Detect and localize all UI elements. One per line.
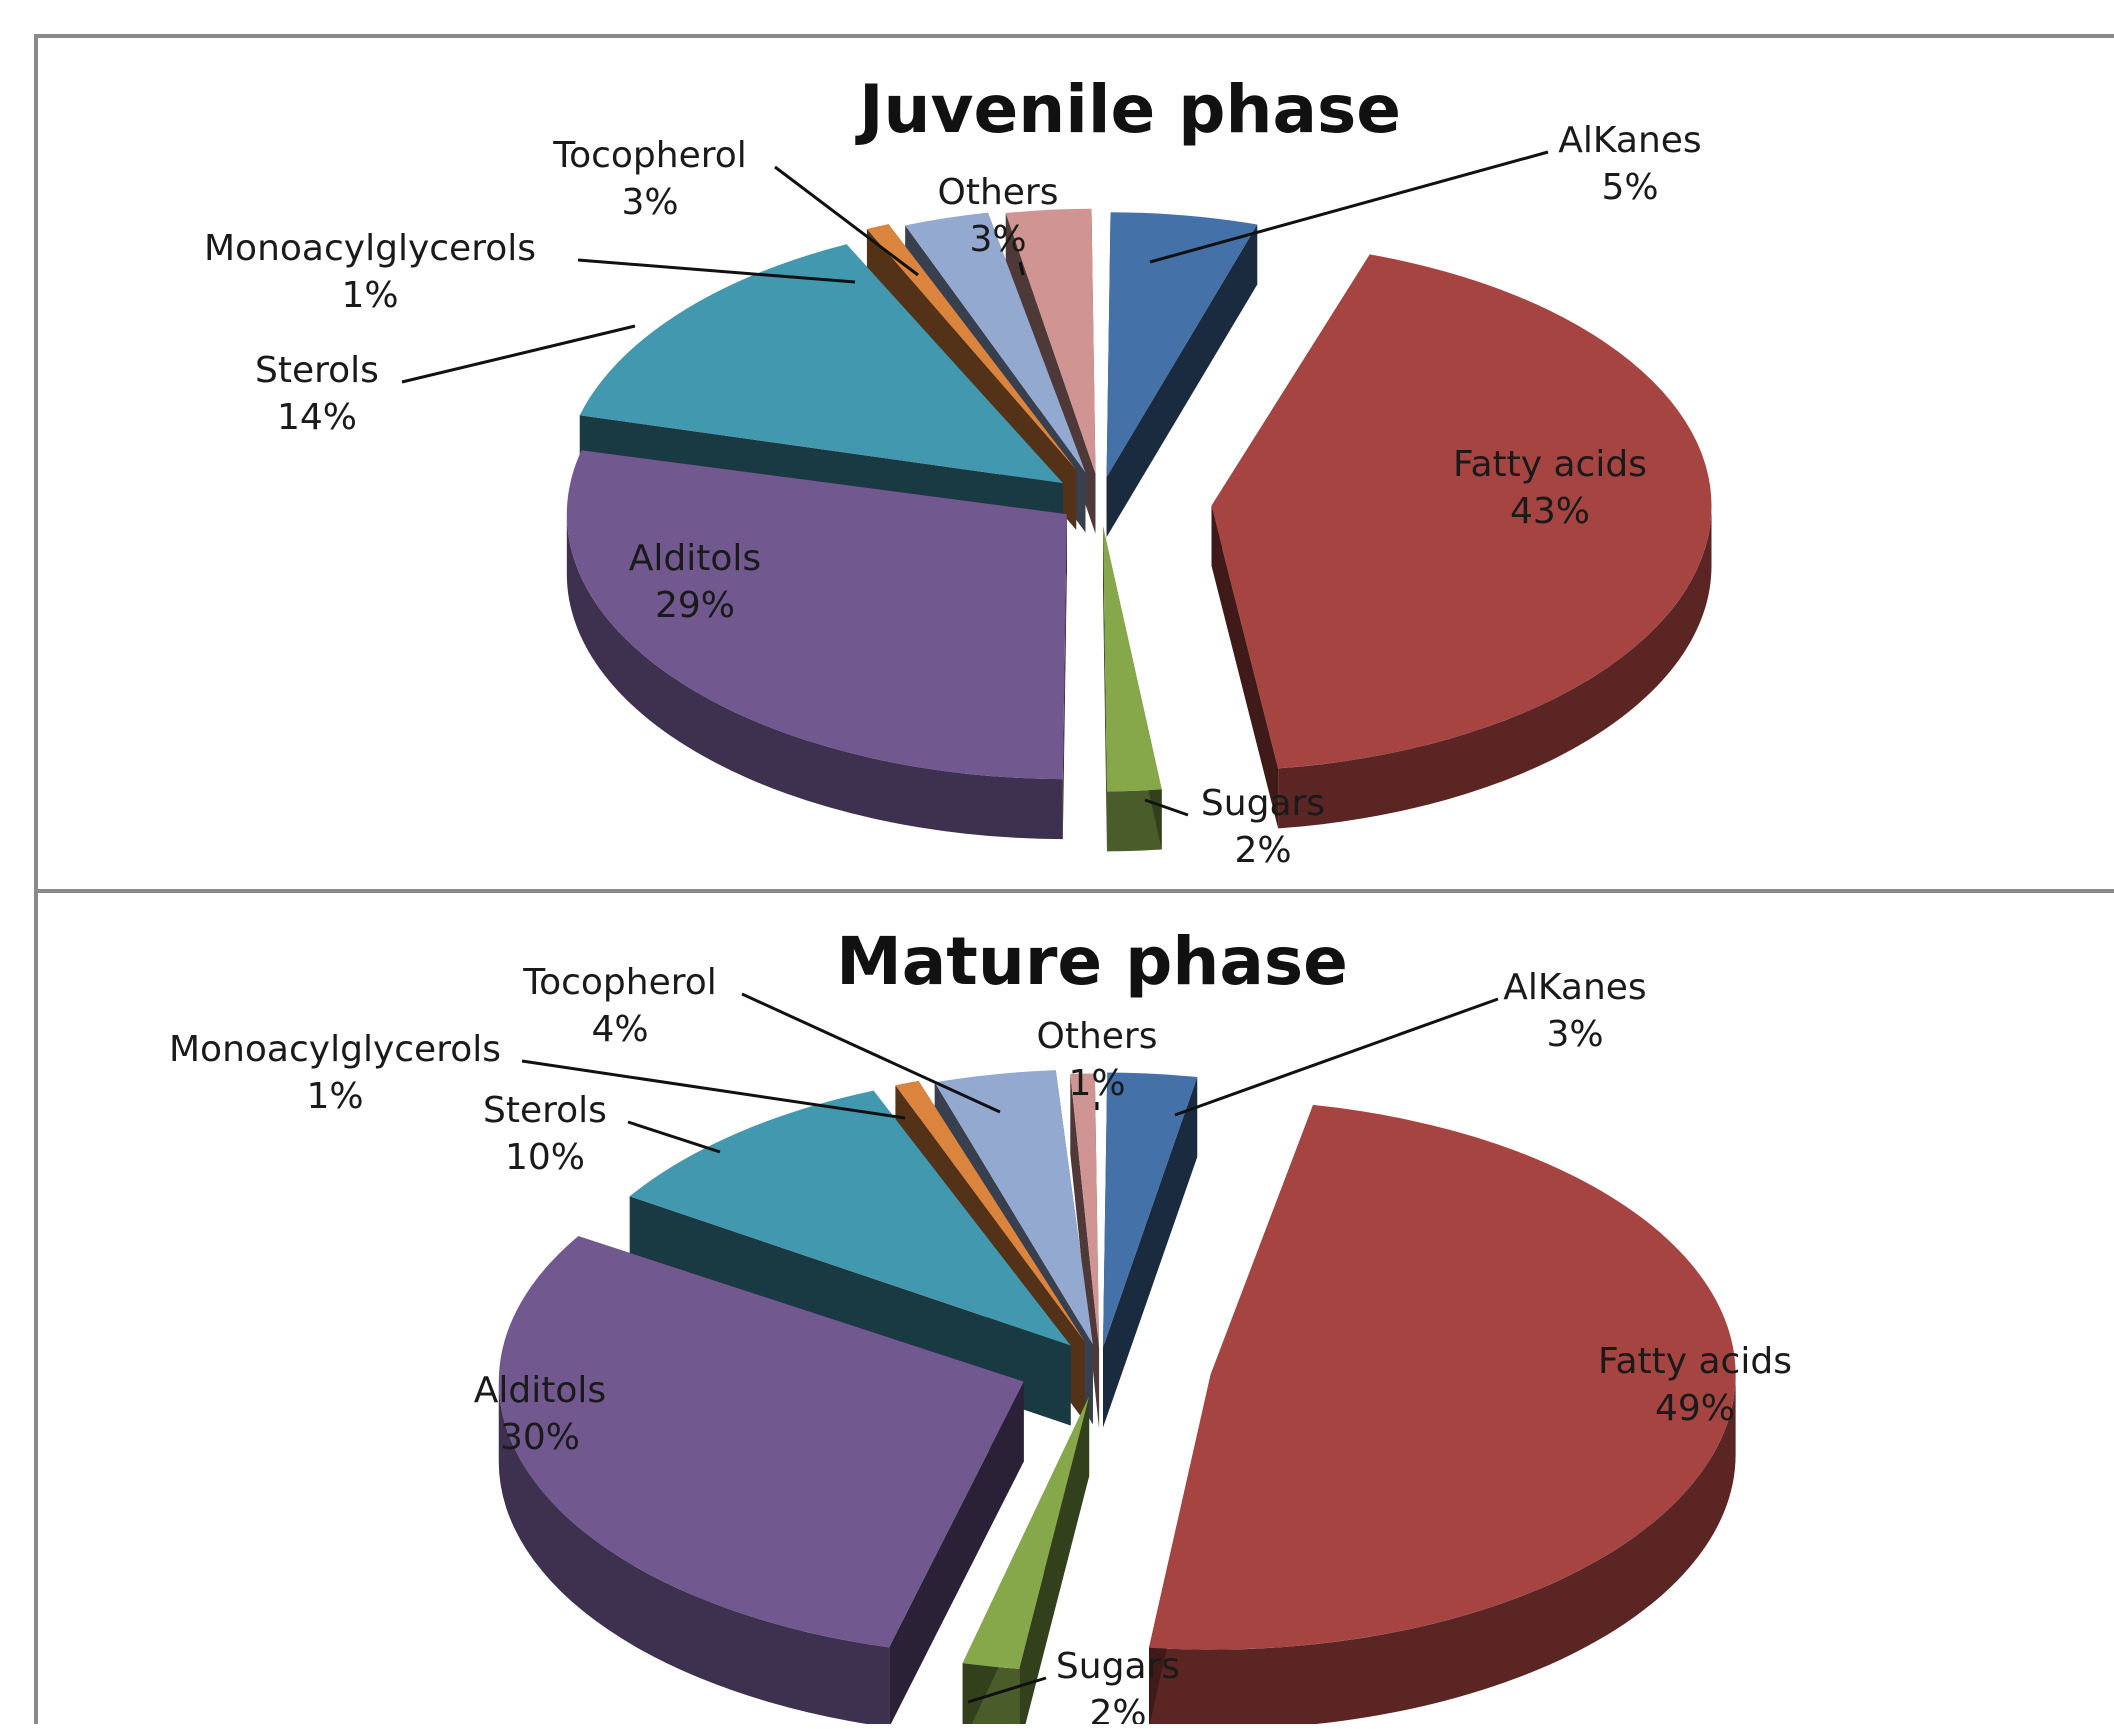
juvenile-value-others: 3% xyxy=(969,219,1026,260)
mature-slice-fatty-acids xyxy=(1148,1104,1736,1729)
mature-labels: AlKanes 3% Fatty acids 49% Sugars 2% Alditols 3… xyxy=(169,962,1792,1729)
mature-slice-rim-alditols xyxy=(498,1381,890,1728)
mature-label-sugars: Sugars xyxy=(1056,1646,1180,1687)
mature-label-tocopherol: Tocopherol xyxy=(522,962,717,1003)
mature-slice-top-sugars xyxy=(962,1396,1090,1669)
juvenile-slice-alkanes xyxy=(1106,212,1258,538)
juvenile-value-monoacylglycerols: 1% xyxy=(341,275,398,316)
juvenile-leader-tocopherol xyxy=(774,165,919,277)
juvenile-slice-top-tocopherol xyxy=(905,212,1086,473)
juvenile-label-alditols: Alditols xyxy=(629,538,761,579)
juvenile-slice-side-alkanes-1 xyxy=(1106,224,1258,538)
juvenile-label-alkanes: AlKanes xyxy=(1558,120,1701,161)
juvenile-value-sugars: 2% xyxy=(1234,830,1291,871)
mature-label-sterols: Sterols xyxy=(483,1090,607,1131)
mature-leader-tocopherol xyxy=(741,992,1001,1114)
juvenile-label-others: Others xyxy=(938,172,1059,213)
juvenile-slice-top-alditols xyxy=(566,450,1067,780)
juvenile-slice-side-sugars-1 xyxy=(1103,526,1108,852)
mature-slice-top-monoacylglycerols xyxy=(895,1080,1085,1342)
mature-pie: AlKanes 3% Fatty acids 49% Sugars 2% Alditols 3… xyxy=(169,962,1792,1729)
mature-leader-alkanes xyxy=(1174,997,1499,1117)
mature-label-alditols: Alditols xyxy=(474,1370,606,1411)
mature-slice-top-sterols xyxy=(629,1090,1071,1346)
juvenile-leader-alkanes xyxy=(1149,150,1549,264)
juvenile-value-alditols: 29% xyxy=(655,585,735,626)
juvenile-slice-top-sterols xyxy=(579,244,1064,484)
juvenile-value-alkanes: 5% xyxy=(1601,167,1658,208)
juvenile-label-fatty-acids: Fatty acids xyxy=(1453,444,1647,485)
juvenile-leader-monoacylglycerols xyxy=(577,258,856,284)
mature-slice-top-fatty-acids xyxy=(1148,1104,1736,1650)
juvenile-slice-rim-alditols xyxy=(566,514,1063,840)
mature-value-monoacylglycerols: 1% xyxy=(306,1076,363,1117)
juvenile-slice-side-fatty-acids-1 xyxy=(1211,505,1279,829)
mature-value-alkanes: 3% xyxy=(1546,1014,1603,1055)
juvenile-slice-top-fatty-acids xyxy=(1211,254,1712,769)
juvenile-slice-top-monoacylglycerols xyxy=(866,224,1077,470)
juvenile-slice-rim-sugars xyxy=(1107,789,1162,852)
juvenile-slice-top-alkanes xyxy=(1106,212,1258,478)
mature-slice-top-alkanes xyxy=(1103,1072,1198,1348)
mature-slice-side-alditols-0 xyxy=(889,1381,1024,1728)
mature-slice-alkanes xyxy=(1103,1072,1198,1428)
mature-label-monoacylglycerols: Monoacylglycerols xyxy=(169,1029,501,1070)
juvenile-slice-alditols xyxy=(566,450,1067,840)
juvenile-labels: AlKanes 5% Fatty acids 43% Sugars 2% Alditols 2… xyxy=(204,120,1702,871)
mature-value-alditols: 30% xyxy=(500,1417,580,1458)
mature-slice-side-alkanes-1 xyxy=(1103,1076,1198,1428)
juvenile-leader-others xyxy=(1018,261,1025,276)
mature-value-fatty-acids: 49% xyxy=(1655,1388,1735,1429)
juvenile-label-monoacylglycerols: Monoacylglycerols xyxy=(204,228,536,269)
mature-leader-monoacylglycerols xyxy=(521,1059,906,1120)
mature-value-sterols: 10% xyxy=(505,1137,585,1178)
juvenile-slice-fatty-acids xyxy=(1211,254,1712,829)
juvenile-value-sterols: 14% xyxy=(277,397,357,438)
juvenile-chart-title: Juvenile phase xyxy=(855,71,1401,148)
chart-frame-bottom xyxy=(34,889,2114,1729)
juvenile-label-sugars: Sugars xyxy=(1201,783,1325,824)
mature-slice-top-alditols xyxy=(498,1236,1024,1648)
mature-slice-rim-fatty-acids xyxy=(1148,1374,1736,1729)
mature-value-others: 1% xyxy=(1068,1063,1125,1104)
juvenile-slice-sugars xyxy=(1103,526,1162,852)
juvenile-pie: AlKanes 5% Fatty acids 43% Sugars 2% Alditols 2… xyxy=(204,120,1712,871)
mature-value-tocopherol: 4% xyxy=(591,1009,648,1050)
juvenile-slice-side-alditols-0 xyxy=(1062,514,1067,840)
juvenile-leader-sugars xyxy=(1144,798,1189,817)
juvenile-label-sterols: Sterols xyxy=(255,350,379,391)
mature-chart-title: Mature phase xyxy=(836,923,1348,1000)
juvenile-leader-sterols xyxy=(401,324,636,384)
juvenile-label-tocopherol: Tocopherol xyxy=(552,135,747,176)
juvenile-slice-top-sugars xyxy=(1103,526,1162,792)
mature-leader-sugars xyxy=(967,1676,1047,1704)
mature-label-alkanes: AlKanes xyxy=(1503,967,1646,1008)
mature-leader-sterols xyxy=(627,1120,721,1154)
juvenile-value-fatty-acids: 43% xyxy=(1510,491,1590,532)
juvenile-value-tocopherol: 3% xyxy=(621,182,678,223)
mature-slice-top-tocopherol xyxy=(934,1070,1093,1345)
mature-label-fatty-acids: Fatty acids xyxy=(1598,1341,1792,1382)
mature-value-sugars: 2% xyxy=(1089,1693,1146,1724)
juvenile-slice-rim-fatty-acids xyxy=(1278,505,1712,829)
juvenile-slice-top-others xyxy=(1005,208,1096,474)
mature-label-others: Others xyxy=(1037,1016,1158,1057)
mature-slice-alditols xyxy=(498,1236,1024,1728)
mature-slice-top-others xyxy=(1070,1073,1100,1349)
